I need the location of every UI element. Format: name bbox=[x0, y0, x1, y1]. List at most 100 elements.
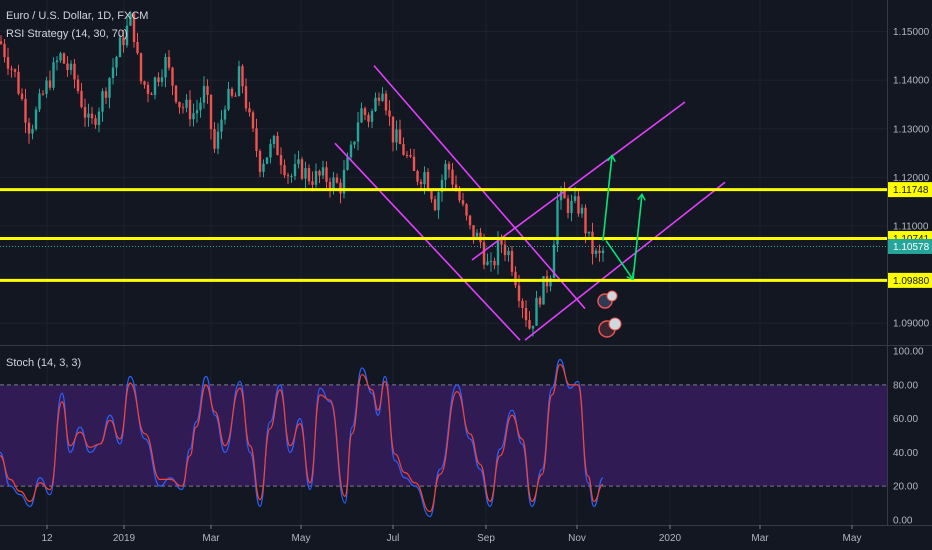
candle-up bbox=[34, 109, 38, 130]
candle-up bbox=[202, 86, 206, 103]
candle-up bbox=[265, 157, 269, 164]
candle-down bbox=[251, 112, 255, 129]
event-marker-icon[interactable] bbox=[606, 290, 618, 302]
candle-up bbox=[437, 192, 440, 211]
candle-down bbox=[6, 57, 10, 69]
candle-down bbox=[150, 93, 153, 95]
candle-up bbox=[195, 110, 199, 114]
candle-down bbox=[391, 116, 395, 143]
symbol-legend[interactable]: Euro / U.S. Dollar, 1D, FXCM bbox=[6, 10, 149, 22]
trend-channel-line[interactable] bbox=[471, 101, 686, 261]
candle-down bbox=[409, 155, 412, 157]
candle-up bbox=[31, 129, 34, 134]
candle-down bbox=[514, 271, 517, 286]
candle-up bbox=[52, 62, 55, 88]
time-axis[interactable]: 12 2019 Mar May Jul Sep Nov 2020 Mar May bbox=[41, 525, 861, 544]
candle-down bbox=[255, 128, 258, 151]
price-pane-bg bbox=[0, 0, 887, 345]
last-price-tag: 1.10578 bbox=[893, 242, 930, 253]
candle-up bbox=[531, 325, 535, 329]
candle-up bbox=[272, 135, 276, 144]
candle-down bbox=[563, 189, 566, 199]
candle-down bbox=[388, 110, 391, 117]
candle-up bbox=[269, 143, 272, 158]
candle-down bbox=[402, 144, 405, 155]
projection-arrow[interactable] bbox=[602, 155, 612, 241]
level-price-tag: 1.11748 bbox=[893, 185, 929, 196]
price-axis[interactable]: 1.15000 1.14000 1.13000 1.12000 1.11000 1.090… bbox=[893, 27, 930, 330]
candle-up bbox=[601, 250, 605, 254]
candle-down bbox=[584, 207, 587, 234]
candle-down bbox=[451, 169, 454, 185]
trend-channels[interactable] bbox=[334, 65, 726, 341]
candle-down bbox=[339, 182, 342, 194]
time-tick-label: 2019 bbox=[113, 533, 136, 544]
candle-up bbox=[185, 99, 188, 108]
candle-down bbox=[167, 56, 171, 68]
price-tick-label: 1.12000 bbox=[893, 173, 930, 184]
trend-channel-line[interactable] bbox=[524, 181, 726, 341]
candle-up bbox=[580, 207, 584, 214]
trend-channel-line[interactable] bbox=[373, 65, 586, 310]
candle-down bbox=[234, 95, 237, 97]
projection-arrow[interactable] bbox=[632, 194, 642, 280]
time-tick-label: Jul bbox=[387, 533, 400, 544]
candle-down bbox=[311, 181, 314, 185]
candle-up bbox=[293, 164, 297, 177]
candle-up bbox=[489, 260, 493, 262]
candle-up bbox=[199, 102, 202, 111]
candle-up bbox=[101, 91, 104, 112]
candle-down bbox=[430, 190, 433, 200]
candle-down bbox=[143, 81, 146, 85]
projection-arrow[interactable] bbox=[605, 240, 633, 280]
candle-up bbox=[314, 171, 318, 185]
candle-down bbox=[377, 97, 381, 101]
candle-up bbox=[108, 78, 111, 98]
candle-up bbox=[227, 88, 230, 110]
candle-up bbox=[129, 13, 132, 26]
candle-down bbox=[318, 171, 321, 176]
candle-down bbox=[230, 88, 234, 96]
stoch-legend[interactable]: Stoch (14, 3, 3) bbox=[6, 357, 82, 369]
candle-up bbox=[496, 238, 500, 266]
candle-down bbox=[0, 41, 3, 44]
price-tick-label: 1.13000 bbox=[893, 124, 930, 135]
trend-channel-line[interactable] bbox=[334, 142, 521, 341]
candle-down bbox=[405, 154, 409, 156]
candle-down bbox=[286, 175, 290, 177]
stoch-tick-label: 60.00 bbox=[893, 414, 918, 425]
candle-down bbox=[325, 167, 328, 182]
candle-up bbox=[535, 297, 538, 326]
candle-down bbox=[20, 93, 24, 99]
candle-up bbox=[220, 119, 223, 132]
candle-down bbox=[122, 37, 125, 46]
candle-up bbox=[321, 167, 325, 176]
candle-up bbox=[587, 231, 591, 234]
candle-down bbox=[24, 98, 27, 123]
candle-down bbox=[538, 297, 542, 305]
candle-down bbox=[416, 170, 419, 182]
candle-down bbox=[500, 238, 503, 245]
candle-down bbox=[566, 198, 570, 213]
time-tick-label: Nov bbox=[568, 533, 586, 544]
candle-down bbox=[258, 150, 262, 172]
candle-down bbox=[426, 172, 430, 191]
stoch-band bbox=[0, 384, 887, 487]
time-tick-label: Sep bbox=[477, 533, 495, 544]
stoch-tick-label: 80.00 bbox=[893, 380, 918, 391]
projection-arrows[interactable] bbox=[602, 155, 642, 280]
event-markers[interactable] bbox=[597, 290, 622, 338]
candle-up bbox=[192, 113, 195, 120]
candle-up bbox=[69, 63, 73, 70]
candle-up bbox=[552, 244, 556, 279]
horizontal-levels[interactable] bbox=[0, 188, 887, 282]
candle-down bbox=[136, 41, 139, 54]
event-marker-icon[interactable] bbox=[608, 317, 622, 331]
candle-up bbox=[223, 109, 227, 120]
stoch-axis[interactable]: 100.00 80.00 60.00 40.00 20.00 0.00 bbox=[893, 347, 924, 527]
strategy-legend[interactable]: RSI Strategy (14, 30, 70) bbox=[6, 28, 128, 40]
level-price-tag-box bbox=[888, 182, 932, 198]
candle-down bbox=[174, 85, 178, 102]
price-tick-label: 1.11000 bbox=[893, 221, 929, 232]
